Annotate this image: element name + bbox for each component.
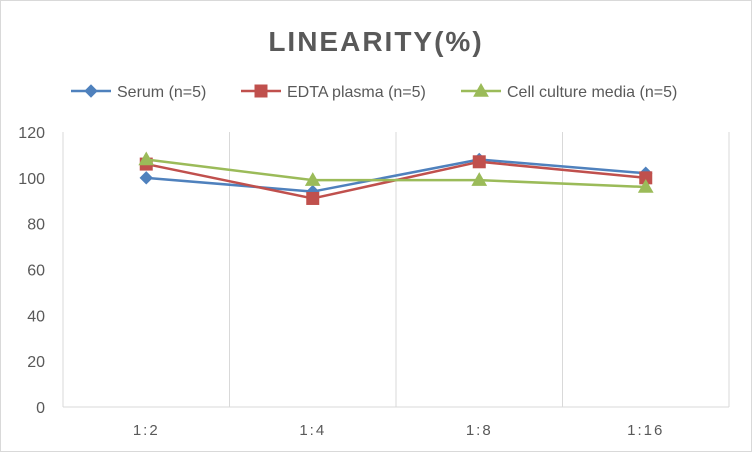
- x-axis: 1:2 1:4 1:8 1:16: [63, 406, 729, 439]
- data-point: [139, 171, 153, 185]
- data-point: [637, 178, 654, 193]
- data-point: [471, 172, 488, 186]
- chart-title: LINEARITY(%): [268, 26, 483, 57]
- legend: Serum (n=5) EDTA plasma (n=5) Cell culture…: [71, 82, 677, 101]
- y-axis: 0 20 40 60 80 100 120: [18, 125, 45, 417]
- legend-swatch-marker: [84, 84, 98, 98]
- y-tick-label: 120: [18, 125, 45, 142]
- y-tick-label: 20: [27, 354, 45, 371]
- x-tick-label: 1:16: [627, 422, 664, 439]
- legend-swatch-marker: [473, 82, 489, 97]
- y-tick-label: 100: [18, 171, 45, 188]
- legend-label: EDTA plasma (n=5): [287, 84, 426, 101]
- y-tick-label: 80: [27, 217, 45, 234]
- x-tick-label: 1:2: [133, 422, 160, 439]
- legend-label: Serum (n=5): [117, 84, 206, 101]
- data-point: [306, 191, 320, 205]
- legend-entry: EDTA plasma (n=5): [241, 84, 426, 101]
- data-point: [472, 155, 486, 169]
- grid: [62, 132, 730, 407]
- series-3: [138, 151, 654, 193]
- data-point: [138, 151, 155, 166]
- y-tick-label: 0: [36, 400, 45, 417]
- legend-label: Cell culture media (n=5): [507, 84, 677, 101]
- series-group: [138, 151, 654, 205]
- legend-entry: Cell culture media (n=5): [461, 82, 677, 101]
- series-line: [146, 158, 646, 189]
- series-line: [146, 158, 646, 193]
- legend-entry: Serum (n=5): [71, 84, 206, 101]
- y-tick-label: 40: [27, 308, 45, 325]
- y-tick-label: 60: [27, 263, 45, 280]
- data-point: [304, 172, 321, 186]
- x-tick-label: 1:8: [466, 422, 493, 439]
- legend-swatch-marker: [254, 84, 268, 98]
- x-tick-label: 1:4: [299, 422, 326, 439]
